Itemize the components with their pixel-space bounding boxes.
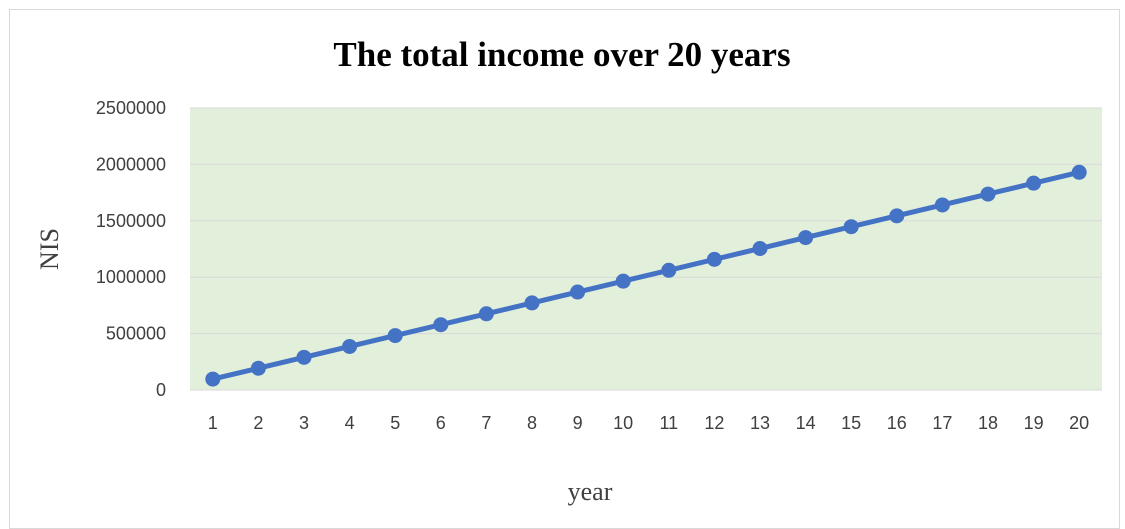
data-point <box>706 251 722 267</box>
x-tick-label: 9 <box>573 413 583 433</box>
data-point <box>250 360 266 376</box>
x-tick-label: 19 <box>1024 413 1044 433</box>
plot-area <box>190 108 1102 390</box>
x-tick-label: 7 <box>481 413 491 433</box>
chart-title: The total income over 20 years <box>333 35 790 74</box>
data-points <box>205 164 1087 387</box>
data-point <box>1026 175 1042 191</box>
data-point <box>752 240 768 256</box>
x-tick-label: 10 <box>613 413 633 433</box>
x-tick-label: 18 <box>978 413 998 433</box>
data-point <box>296 349 312 365</box>
x-tick-label: 13 <box>750 413 770 433</box>
x-tick-label: 20 <box>1069 413 1089 433</box>
data-point <box>889 208 905 224</box>
data-point <box>342 338 358 354</box>
data-point <box>433 317 449 333</box>
data-point <box>934 197 950 213</box>
x-tick-label: 2 <box>253 413 263 433</box>
y-tick-label: 1000000 <box>96 267 166 287</box>
y-tick-label: 2000000 <box>96 154 166 174</box>
x-tick-label: 16 <box>887 413 907 433</box>
y-axis: 0 500000 1000000 1500000 2000000 2500000 <box>96 98 166 400</box>
data-point <box>387 328 403 344</box>
x-tick-label: 12 <box>704 413 724 433</box>
data-point <box>615 273 631 289</box>
x-axis: 1 2 3 4 5 6 7 8 9 10 11 12 13 14 15 16 17 18 19 20 <box>208 413 1089 433</box>
x-tick-label: 17 <box>932 413 952 433</box>
y-tick-label: 500000 <box>106 324 166 344</box>
y-tick-label: 2500000 <box>96 98 166 118</box>
data-point <box>570 284 586 300</box>
x-tick-label: 8 <box>527 413 537 433</box>
data-point <box>980 186 996 202</box>
gridlines <box>190 107 1102 391</box>
x-tick-label: 14 <box>796 413 816 433</box>
data-point <box>524 295 540 311</box>
y-tick-label: 1500000 <box>96 211 166 231</box>
data-point <box>205 371 221 387</box>
x-tick-label: 15 <box>841 413 861 433</box>
x-tick-label: 4 <box>345 413 355 433</box>
data-point <box>1071 164 1087 180</box>
data-point <box>478 306 494 322</box>
data-point <box>661 262 677 278</box>
line-chart: The total income over 20 years 050000010… <box>35 35 1102 506</box>
y-tick-label: 0 <box>156 380 166 400</box>
data-point <box>798 230 814 246</box>
x-tick-label: 11 <box>659 413 678 433</box>
x-axis-title: year <box>568 477 613 506</box>
x-tick-label: 1 <box>208 413 218 433</box>
x-tick-label: 3 <box>299 413 309 433</box>
y-axis-title: NIS <box>35 228 64 270</box>
x-tick-label: 6 <box>436 413 446 433</box>
x-tick-label: 5 <box>390 413 400 433</box>
data-point <box>843 219 859 235</box>
series-line <box>210 169 1082 382</box>
